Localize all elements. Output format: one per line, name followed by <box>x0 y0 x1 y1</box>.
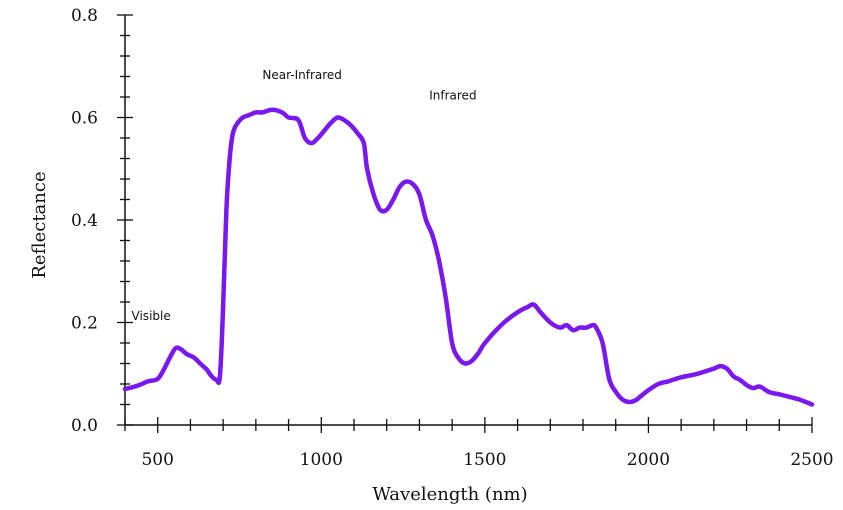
x-tick-label: 2500 <box>790 450 833 470</box>
y-tick-label: 0.4 <box>71 211 98 231</box>
region-annotation: Visible <box>132 309 171 323</box>
y-axis-title: Reflectance <box>29 171 50 278</box>
x-axis-ticks <box>124 417 813 433</box>
reflectance-series-line <box>122 107 815 407</box>
y-tick-label: 0.8 <box>71 6 98 26</box>
x-tick-label: 1000 <box>300 450 343 470</box>
y-axis-ticks <box>117 14 133 426</box>
annotations: Visible Near-Infrared Infrared <box>132 68 477 323</box>
y-tick-label: 0.6 <box>71 109 98 129</box>
x-tick-labels: 500 1000 1500 2000 2500 <box>141 450 833 470</box>
series-group <box>122 107 815 407</box>
y-tick-labels: 0.0 0.2 0.4 0.6 0.8 <box>71 6 98 436</box>
region-annotation: Infrared <box>429 89 476 103</box>
y-tick-label: 0.0 <box>71 416 98 436</box>
x-tick-label: 2000 <box>627 450 670 470</box>
x-tick-label: 500 <box>141 450 173 470</box>
x-tick-label: 1500 <box>463 450 506 470</box>
region-annotation: Near-Infrared <box>262 68 342 82</box>
x-axis-title: Wavelength (nm) <box>372 484 527 505</box>
y-tick-label: 0.2 <box>71 314 98 334</box>
